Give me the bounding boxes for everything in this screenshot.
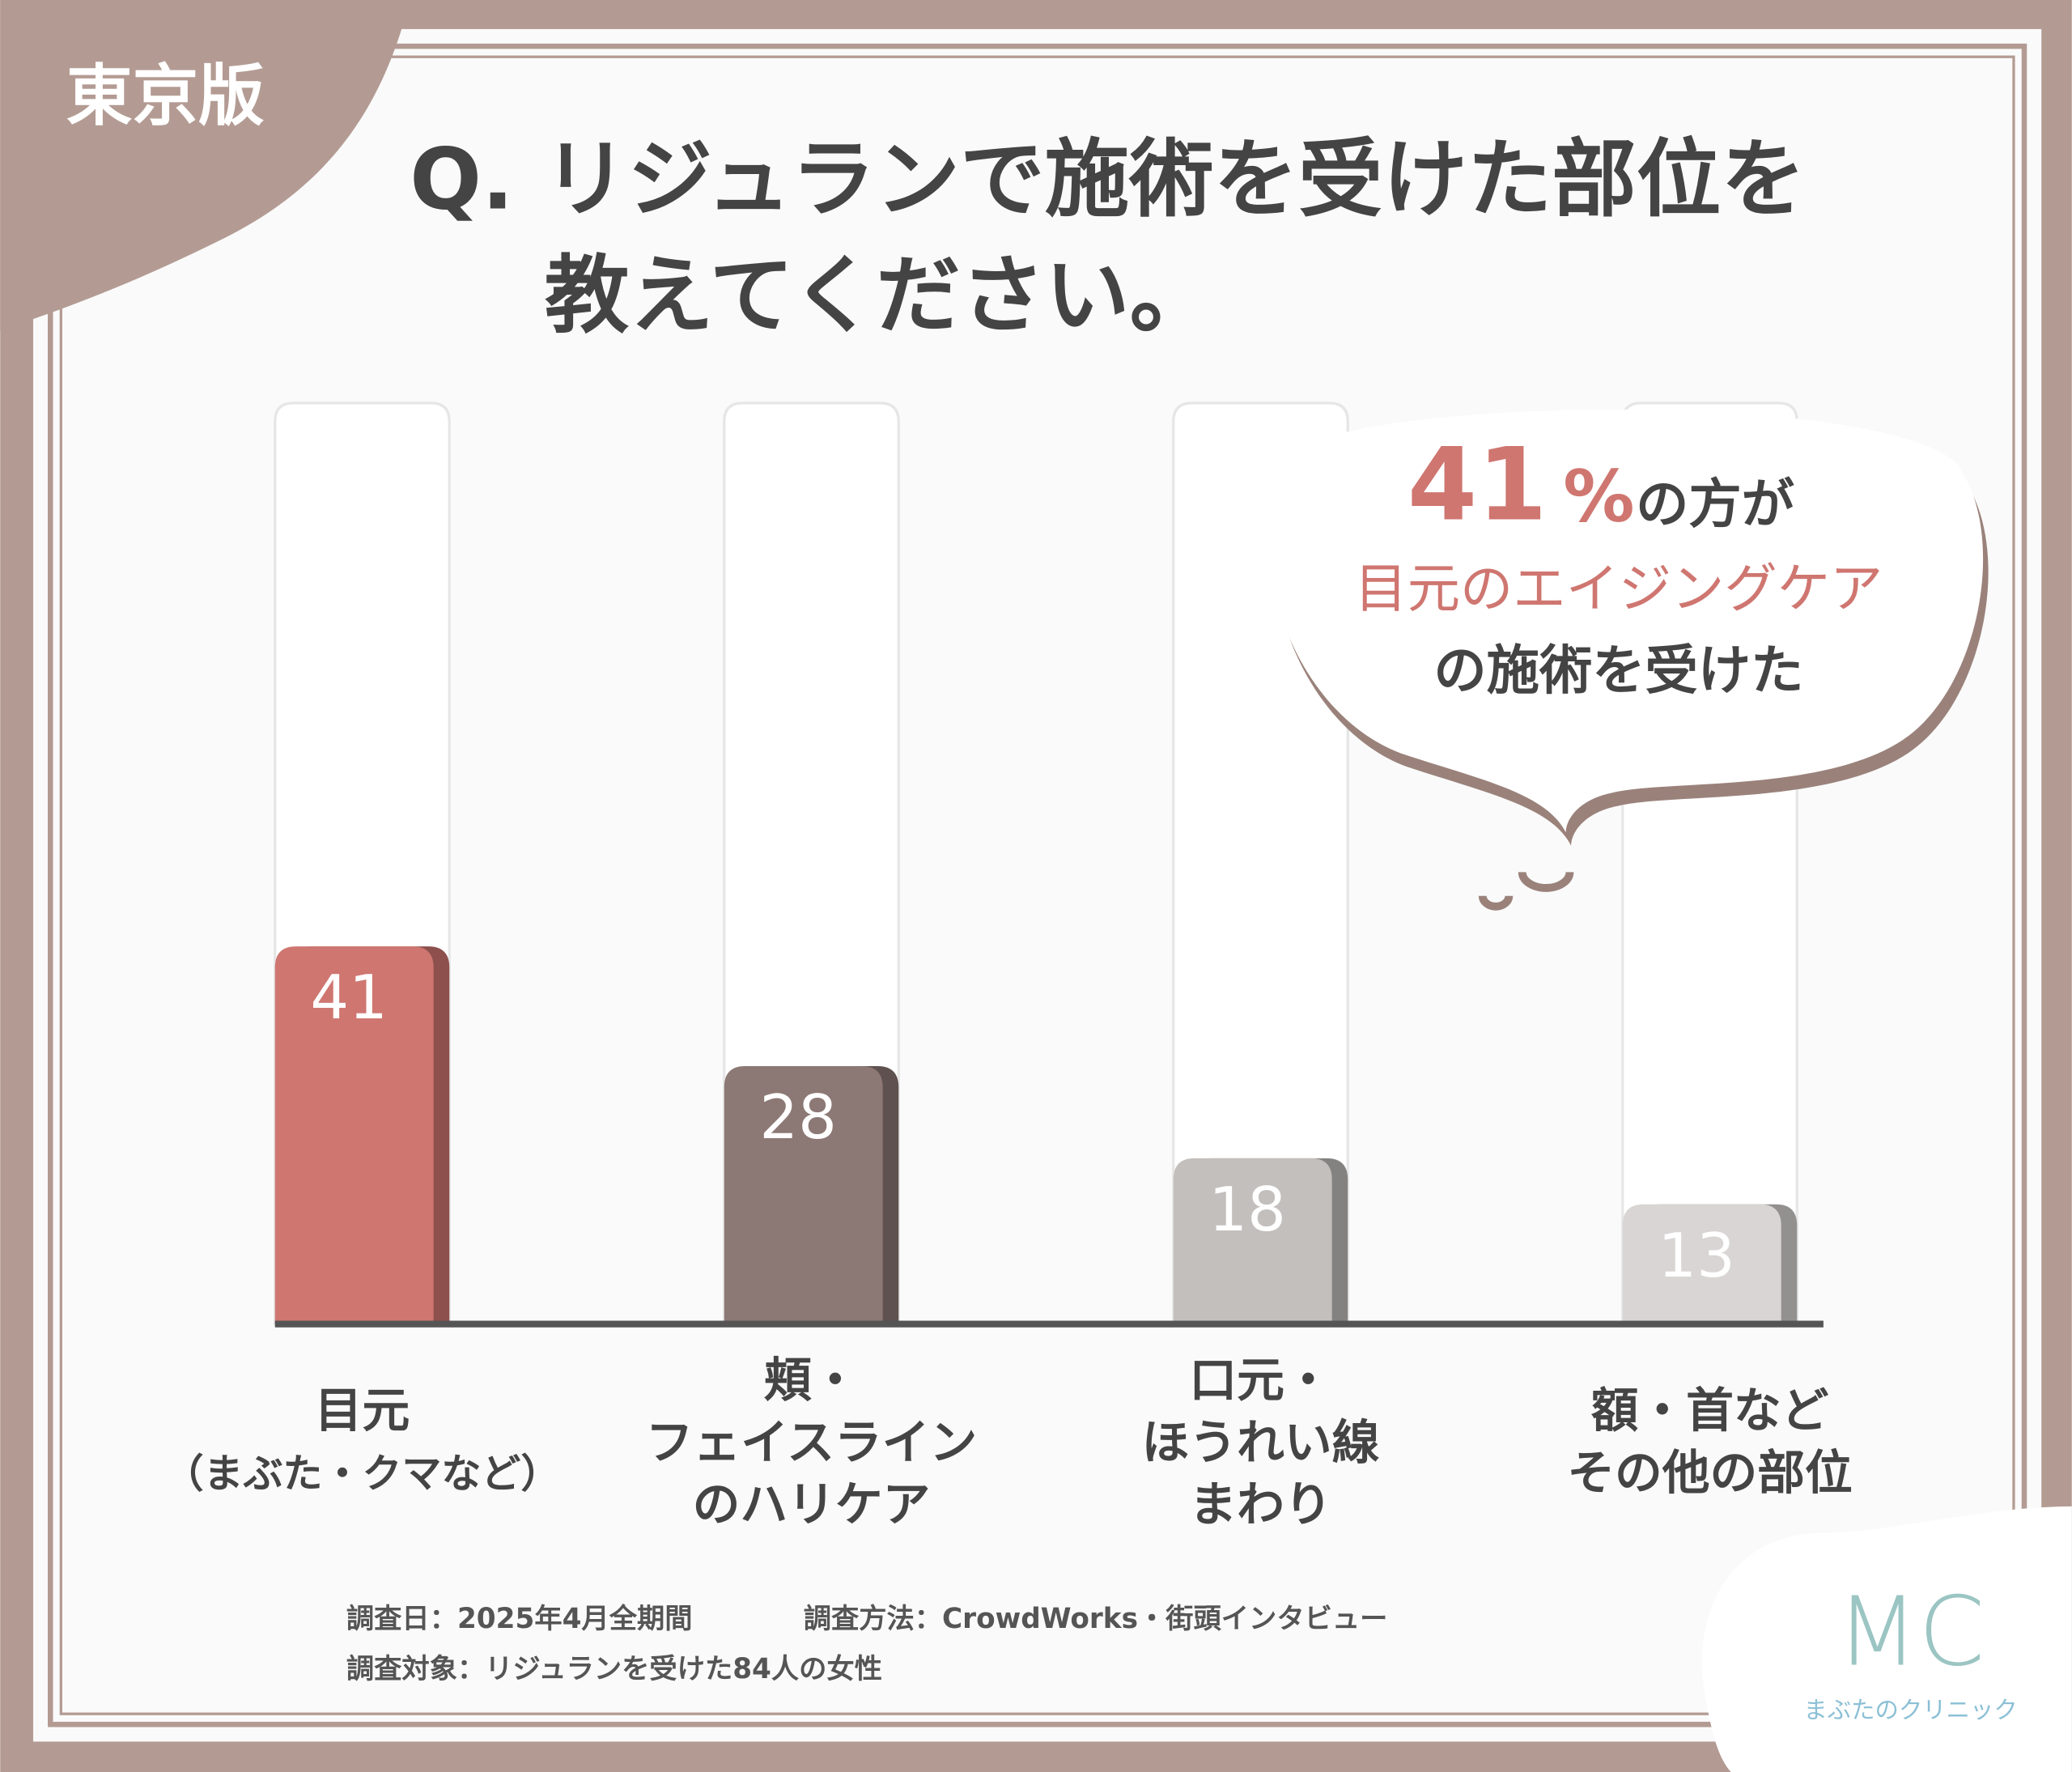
bar	[1622, 1204, 1781, 1324]
callout-text: の方が	[1636, 474, 1794, 535]
x-tick-label: 頬・	[764, 1352, 859, 1408]
value-label: 28	[759, 1081, 837, 1153]
x-tick-label: 口元・	[1189, 1352, 1331, 1408]
x-tick-label: 目元	[315, 1383, 410, 1438]
bar	[724, 1066, 883, 1324]
value-label: 18	[1208, 1174, 1286, 1245]
bar	[1173, 1158, 1332, 1324]
callout-unit: %	[1563, 455, 1634, 538]
bar	[274, 946, 434, 1324]
x-tick-label: 額・首など	[1591, 1383, 1829, 1438]
value-label: 13	[1658, 1220, 1735, 1291]
x-tick-label: まわり	[1189, 1477, 1331, 1532]
note: 調査日：2025年4月全期間	[346, 1603, 693, 1635]
badge-shape	[0, 0, 410, 331]
chart-title: Q. リジュランで施術を受けた部位を	[410, 130, 1806, 228]
value-label: 41	[310, 962, 388, 1033]
note: 調査対象：リジュランを受けた84人の女性	[346, 1653, 882, 1685]
callout-highlight: 目元のエイジングケア	[1354, 558, 1883, 619]
logo-shape	[1701, 1506, 2072, 1772]
x-tick-label: その他の部位	[1567, 1444, 1852, 1500]
callout-dot	[1478, 895, 1514, 911]
badge: 東京版	[66, 58, 265, 135]
x-tick-label: ほうれい線	[1142, 1414, 1380, 1470]
x-tick-label: （まぶた・クマなど）	[164, 1451, 561, 1497]
inner-border-thin	[59, 55, 2015, 1715]
x-tick-label: のハリケア	[693, 1477, 931, 1532]
logo-name: まぶたのクリニック	[1803, 1696, 2017, 1723]
inner-border	[47, 43, 2027, 1727]
note: 調査方法：CrowdWorks・街頭インタビュー	[804, 1603, 1388, 1635]
logo-mark: MC	[1836, 1576, 1985, 1687]
x-tick-label: フェイスライン	[646, 1414, 978, 1470]
callout-text: の施術を受けた	[1433, 640, 1803, 702]
callout-number: 41	[1408, 427, 1548, 543]
callout-dot	[1518, 871, 1574, 892]
callout	[1268, 410, 1984, 833]
chart-title: 教えてください。	[545, 246, 1214, 345]
